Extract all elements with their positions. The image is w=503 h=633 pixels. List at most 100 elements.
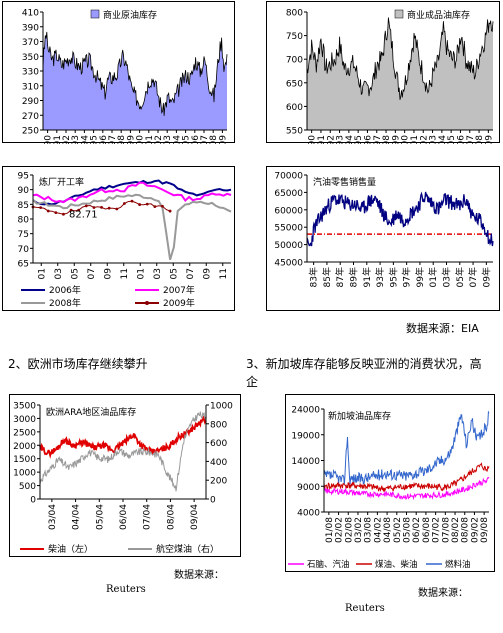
series-marker (77, 208, 81, 212)
x-tick-label: 02/08 (344, 517, 354, 543)
y2-tick-label: 1000 (210, 402, 233, 412)
y-tick-label: 1500 (13, 455, 36, 465)
x-tick-label: 08/04 (166, 504, 176, 530)
x-tick-label: 05/04 (95, 504, 105, 530)
legend-label: 柴油（左） (48, 543, 93, 555)
legend-marker (145, 301, 149, 305)
x-tick-label: 09 (202, 268, 212, 280)
y-tick-label: 290 (22, 97, 39, 107)
x-tick-label: 93 (71, 135, 81, 144)
legend-swatch (394, 9, 404, 19)
y-tick-label: 330 (22, 68, 39, 78)
x-tick-label: 08/08 (461, 517, 471, 543)
x-tick-label: 89年 (348, 267, 360, 287)
x-tick-label: 94 (345, 135, 355, 144)
legend-label: 航空煤油（右） (156, 543, 219, 555)
series-line (32, 193, 232, 260)
y-tick-label: 60000 (274, 206, 303, 216)
x-tick-label: 08/02 (451, 517, 461, 543)
series-marker (130, 199, 134, 203)
x-tick-label: 07 (466, 135, 476, 144)
x-tick-label: 06/04 (119, 504, 129, 530)
chart-title: 欧洲ARA地区油品库存 (46, 406, 136, 418)
series-marker (145, 202, 149, 206)
y-tick-label: 550 (286, 127, 303, 137)
x-tick-label: 97年 (401, 267, 413, 287)
y-tick-label: 750 (286, 32, 303, 42)
y-tick-label: 75 (18, 230, 29, 240)
x-tick-label: 08 (475, 135, 485, 144)
y-tick-label: 390 (22, 23, 39, 33)
y-tick-label: 65 (18, 260, 29, 270)
series-marker (39, 206, 43, 209)
x-tick-label: 09 (484, 135, 494, 144)
chart-title: 新加坡油品库存 (328, 410, 391, 422)
x-tick-label: 01 (37, 268, 47, 279)
legend-label: 2006年 (49, 284, 81, 296)
y-tick-label: 80 (18, 216, 30, 226)
y-tick-label: 24000 (291, 406, 320, 416)
x-tick-label: 96 (363, 135, 373, 144)
y-tick-label: 4000 (297, 509, 320, 519)
series-line (32, 181, 232, 204)
area-fill (43, 31, 227, 130)
x-tick-label: 01 (410, 135, 420, 144)
x-tick-label: 04 (438, 135, 448, 144)
y-tick-label: 800 (286, 9, 303, 19)
y-tick-label: 70000 (274, 172, 303, 182)
series-marker (54, 211, 58, 215)
series-marker (92, 206, 96, 209)
x-tick-label: 11 (120, 268, 130, 279)
x-tick-label: 00 (136, 135, 146, 144)
y-tick-label: 250 (22, 127, 39, 137)
y-tick-label: 350 (22, 53, 39, 63)
y-tick-label: 410 (22, 9, 39, 19)
series-line (39, 411, 207, 492)
x-tick-label: 99 (391, 135, 401, 144)
x-tick-label: 04/02 (373, 517, 383, 543)
x-tick-label: 02 (419, 135, 429, 144)
legend-label: 燃料油 (445, 559, 471, 570)
x-tick-label: 03 (429, 135, 439, 144)
x-tick-label: 95 (90, 135, 100, 144)
y-tick-label: 65000 (274, 189, 303, 199)
y2-tick-label: 0 (210, 496, 216, 506)
y-tick-label: 700 (286, 56, 303, 66)
y-tick-label: 55000 (274, 224, 303, 234)
y-tick-label: 650 (286, 79, 303, 89)
y-tick-label: 270 (22, 112, 39, 122)
x-tick-label: 91 (317, 135, 327, 144)
x-tick-label: 04/08 (383, 517, 393, 543)
x-tick-label: 91年 (361, 267, 373, 287)
y2-tick-label: 800 (210, 420, 227, 430)
x-tick-label: 06 (191, 135, 201, 144)
x-tick-label: 09 (218, 135, 228, 144)
section-3-heading-cont: 企 (246, 375, 259, 389)
series-marker (100, 205, 103, 209)
y-tick-label: 50000 (274, 241, 303, 251)
chart-title: 炼厂开工率 (39, 176, 84, 188)
series-marker (168, 209, 172, 213)
series-marker (107, 206, 111, 210)
x-tick-label: 04/04 (72, 504, 82, 530)
source-right: 数据来源： (418, 588, 468, 599)
x-tick-label: 87年 (334, 267, 346, 287)
x-tick-label: 91 (53, 135, 63, 144)
x-tick-label: 95 (354, 135, 364, 144)
x-tick-label: 03/04 (48, 504, 58, 530)
legend-label: 2007年 (163, 284, 195, 296)
x-tick-label: 05 (169, 268, 179, 279)
legend-label: 煤油、柴油 (375, 559, 418, 570)
x-tick-label: 99 (126, 135, 136, 144)
x-tick-label: 92 (62, 135, 72, 144)
y-tick-label: 19000 (291, 431, 320, 441)
y-tick-label: 2000 (13, 442, 36, 452)
x-tick-label: 09/08 (480, 517, 490, 543)
series-marker (161, 204, 164, 208)
x-tick-label: 06 (456, 135, 466, 144)
y2-tick-label: 600 (210, 439, 227, 449)
x-tick-label: 07 (87, 268, 97, 279)
y-tick-label: 2500 (13, 428, 36, 438)
series-marker (153, 205, 157, 209)
x-tick-label: 07 (200, 135, 210, 144)
